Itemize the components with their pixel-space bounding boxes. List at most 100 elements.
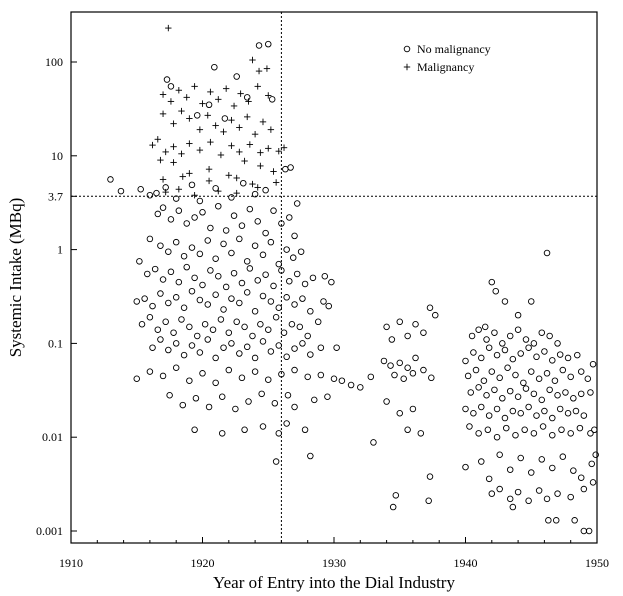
no-malignancy-point [584,375,592,382]
no-malignancy-point [543,495,551,503]
no-malignancy-point [291,301,298,308]
malignancy-point [191,83,198,90]
no-malignancy-point [151,265,159,273]
no-malignancy-point [215,202,222,210]
no-malignancy-point [220,344,227,351]
no-malignancy-point [404,364,411,372]
malignancy-point [162,188,169,196]
no-malignancy-point [180,304,188,311]
no-malignancy-point [251,354,259,362]
no-malignancy-point [564,354,572,362]
no-malignancy-point [525,497,532,505]
no-malignancy-point [554,392,561,399]
malignancy-point [254,184,261,191]
no-malignancy-point [420,329,427,336]
no-malignancy-point [317,371,325,379]
no-malignancy-point [133,298,140,305]
no-malignancy-point [191,274,198,282]
no-malignancy-point [241,323,248,331]
no-malignancy-point [172,195,180,202]
no-malignancy-point [287,164,294,171]
no-malignancy-point [533,353,540,361]
no-malignancy-point [157,290,164,297]
no-malignancy-point [530,390,538,398]
y-axis: 0.001 0.01 0.1 1 3.7 10 100 [36,55,77,538]
y-tick-label: 0.01 [42,430,63,444]
no-malignancy-point [501,346,509,354]
no-malignancy-point [236,235,243,243]
malignancy-point [170,143,177,150]
no-malignancy-point [506,466,514,473]
no-malignancy-point [525,403,532,411]
no-malignancy-point [485,412,493,419]
legend-no-malignancy-label: No malignancy [417,42,491,56]
no-malignancy-point [554,340,561,347]
no-malignancy-point [149,302,156,310]
no-malignancy-point [517,350,524,357]
no-malignancy-point [243,258,251,265]
no-malignancy-point [517,454,524,462]
no-malignancy-point [220,240,227,248]
no-malignancy-point [117,187,125,195]
no-malignancy-point [307,351,314,358]
no-malignancy-point [270,282,277,290]
no-malignancy-point [297,248,305,255]
malignancy-point [230,102,238,110]
no-malignancy-point [255,42,263,49]
y-tick-label: 0.001 [36,524,63,538]
no-malignancy-point [289,254,297,261]
malignancy-point [186,115,193,122]
no-malignancy-point [493,433,501,441]
no-malignancy-point [222,283,230,291]
no-malignancy-point [546,332,553,340]
no-malignancy-point [251,242,259,249]
malignancy-point [167,98,175,105]
no-malignancy-point [291,232,298,240]
no-malignancy-point [144,270,151,278]
no-malignancy-point [222,227,230,234]
no-malignancy-point [533,412,540,419]
no-malignancy-point [275,304,283,311]
no-malignancy-point [499,395,506,402]
malignancy-point [162,148,169,156]
malignancy-point [183,94,190,101]
malignancy-point [265,92,272,99]
no-malignancy-point [267,298,275,305]
no-malignancy-point [462,357,469,365]
no-malignancy-point [236,299,243,307]
no-malignancy-point [191,214,198,221]
malignancy-point [270,168,277,175]
no-malignancy-point [589,479,597,486]
no-malignancy-point [333,344,340,351]
no-malignancy-point [501,414,509,422]
no-malignancy-point [512,371,519,379]
malignancy-point [241,157,248,165]
no-malignancy-point [220,306,227,313]
no-malignancy-point [211,63,218,71]
no-malignancy-point [282,165,289,173]
malignancy-point [165,24,172,32]
no-malignancy-point [538,396,546,404]
no-malignancy-point [275,260,283,268]
no-malignancy-point [167,216,175,223]
malignancy-point [220,128,227,136]
no-malignancy-point [496,374,503,382]
no-malignancy-point [262,229,269,237]
no-malignancy-point [196,349,204,356]
malignancy-point [236,148,243,156]
no-malignancy-point [157,336,164,343]
no-malignancy-point [493,405,501,413]
no-malignancy-point [159,372,167,380]
no-malignancy-point [396,410,404,417]
no-malignancy-point [512,431,519,439]
no-malignancy-point [551,377,559,384]
no-malignancy-point [470,410,477,417]
no-malignancy-point [587,430,594,437]
no-malignancy-point [567,493,574,501]
no-malignancy-point [245,398,252,405]
no-malignancy-point [538,329,546,336]
no-malignancy-point [212,185,219,192]
no-malignancy-point [204,301,212,308]
no-malignancy-point [577,368,585,375]
no-malignancy-point [522,385,530,392]
